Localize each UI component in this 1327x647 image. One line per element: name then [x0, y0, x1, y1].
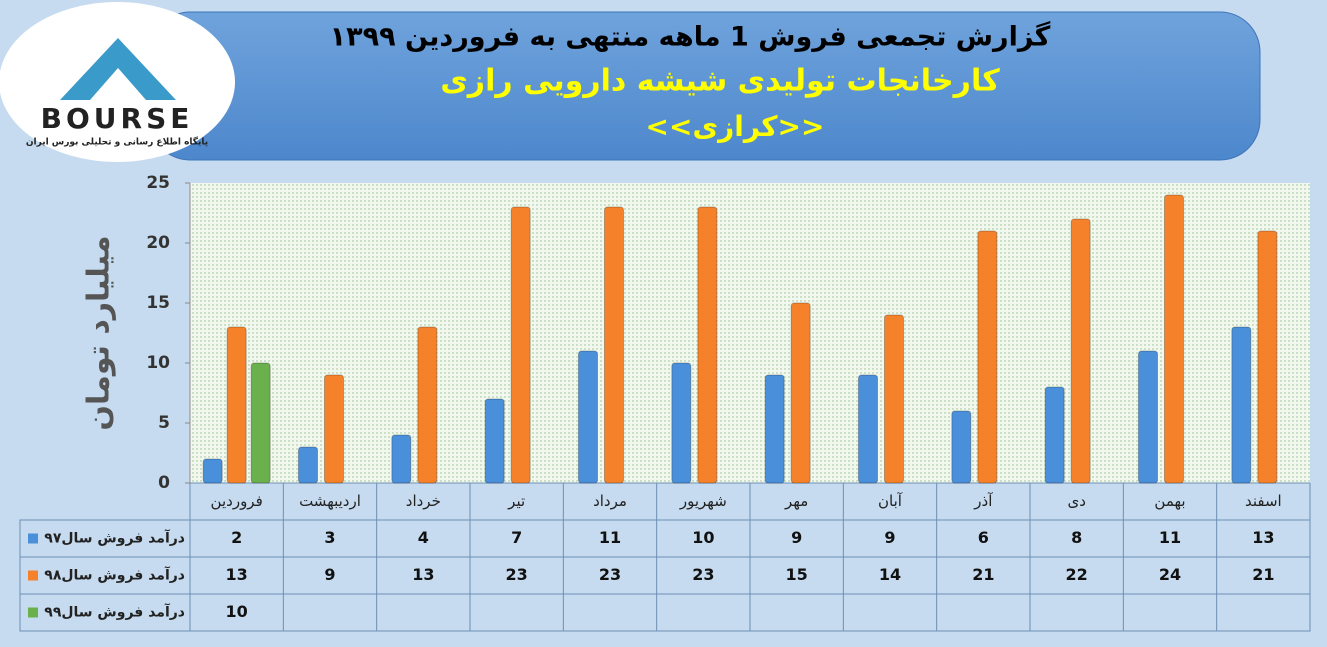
bar — [391, 434, 412, 484]
bar — [417, 326, 438, 484]
bar — [764, 374, 785, 484]
x-tick-label: فروردین — [211, 492, 263, 510]
x-tick-label: شهریور — [679, 492, 727, 510]
table-value: 9 — [884, 528, 895, 547]
table-value: 7 — [511, 528, 522, 547]
x-tick-label: مهر — [784, 492, 808, 510]
table-value: 23 — [506, 565, 528, 584]
bar — [1164, 194, 1184, 484]
y-tick-label: 15 — [146, 293, 170, 313]
table-value: 11 — [599, 528, 621, 547]
bar — [298, 446, 318, 484]
bar — [697, 206, 718, 484]
legend-label: درآمد فروش سال۹۷ — [44, 529, 185, 547]
legend-swatch — [28, 607, 38, 618]
x-tick-label: اردیبهشت — [299, 492, 361, 510]
logo-bg — [0, 2, 235, 162]
bar — [671, 362, 692, 484]
table-value: 14 — [879, 565, 901, 584]
x-tick-label: آذر — [973, 492, 993, 510]
table-value: 4 — [418, 528, 429, 547]
table-value: 21 — [1252, 565, 1274, 584]
bar — [1231, 326, 1252, 484]
bar — [1070, 218, 1091, 484]
y-axis-label: میلیارد تومان — [82, 235, 117, 430]
bar — [951, 410, 972, 484]
table-value: 15 — [786, 565, 808, 584]
table-value: 6 — [978, 528, 989, 547]
x-tick-label: بهمن — [1154, 492, 1185, 510]
x-tick-label: آبان — [878, 492, 903, 510]
logo-text: BOURSE — [41, 102, 194, 135]
table-bg — [19, 519, 1311, 632]
chart-title: گزارش تجمعی فروش 1 ماهه منتهی به فروردین… — [330, 21, 1051, 53]
table-value: 8 — [1071, 528, 1082, 547]
x-tick-label: تیر — [507, 492, 525, 510]
symbol: <<کرازی>> — [646, 110, 825, 143]
y-tick-label: 5 — [158, 413, 170, 433]
table-value: 13 — [1252, 528, 1274, 547]
table-value: 24 — [1159, 565, 1181, 584]
bar — [1044, 386, 1065, 484]
table-value: 13 — [412, 565, 434, 584]
bar — [884, 314, 904, 484]
x-tick-label: دی — [1067, 492, 1085, 510]
x-tick-label: اسفند — [1245, 492, 1282, 510]
bar — [510, 206, 531, 484]
logo-caption: پایگاه اطلاع رسانی و تحلیلی بورس ایران — [26, 136, 208, 148]
plot-area — [190, 183, 1310, 483]
bar — [578, 350, 598, 484]
table-value: 23 — [599, 565, 621, 584]
table-value: 9 — [791, 528, 802, 547]
bar — [1138, 350, 1158, 484]
bar — [484, 398, 505, 484]
bar — [324, 374, 344, 484]
y-tick-label: 20 — [146, 233, 170, 253]
chart-subtitle: کارخانجات تولیدی شیشه دارویی رازی — [440, 64, 1000, 99]
x-tick-label: خرداد — [406, 492, 441, 510]
table-value: 11 — [1159, 528, 1181, 547]
y-tick-label: 0 — [158, 473, 170, 493]
bar — [858, 374, 878, 484]
bar — [202, 458, 223, 484]
x-tick-label: مرداد — [593, 492, 627, 510]
table-value: 13 — [226, 565, 248, 584]
legend-swatch — [28, 533, 38, 544]
table-value: 23 — [692, 565, 714, 584]
legend-swatch — [28, 570, 38, 581]
legend-label: درآمد فروش سال۹۸ — [44, 566, 185, 584]
table-value: 21 — [972, 565, 994, 584]
table-value: 10 — [226, 602, 248, 621]
table-value: 22 — [1066, 565, 1088, 584]
bar — [977, 230, 998, 484]
table-value: 3 — [324, 528, 335, 547]
bar — [604, 206, 624, 484]
bar — [790, 302, 811, 484]
bar — [226, 326, 247, 484]
table-value: 2 — [231, 528, 242, 547]
y-tick-label: 10 — [146, 353, 170, 373]
bar — [1257, 230, 1278, 484]
logo-icon — [60, 38, 176, 100]
y-tick-label: 25 — [146, 173, 170, 193]
legend-label: درآمد فروش سال۹۹ — [44, 603, 185, 621]
table-value: 10 — [692, 528, 714, 547]
table-value: 9 — [324, 565, 335, 584]
bar — [250, 362, 271, 484]
